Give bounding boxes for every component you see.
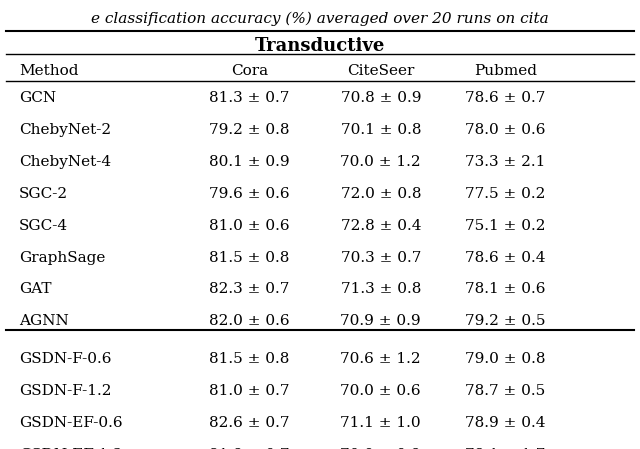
Text: ChebyNet-4: ChebyNet-4: [19, 155, 111, 169]
Text: 78.6 ± 0.4: 78.6 ± 0.4: [465, 251, 546, 264]
Text: 81.9 ± 0.7: 81.9 ± 0.7: [209, 448, 290, 449]
Text: GSDN-EF-0.6: GSDN-EF-0.6: [19, 416, 123, 430]
Text: 81.5 ± 0.8: 81.5 ± 0.8: [209, 251, 290, 264]
Text: GCN: GCN: [19, 91, 56, 105]
Text: 78.1 ± 1.7: 78.1 ± 1.7: [465, 448, 546, 449]
Text: 72.8 ± 0.4: 72.8 ± 0.4: [340, 219, 421, 233]
Text: 71.1 ± 1.0: 71.1 ± 1.0: [340, 416, 421, 430]
Text: 79.6 ± 0.6: 79.6 ± 0.6: [209, 187, 290, 201]
Text: 70.6 ± 1.2: 70.6 ± 1.2: [340, 352, 421, 366]
Text: 79.0 ± 0.8: 79.0 ± 0.8: [465, 352, 546, 366]
Text: 78.1 ± 0.6: 78.1 ± 0.6: [465, 282, 546, 296]
Text: 70.1 ± 0.8: 70.1 ± 0.8: [340, 123, 421, 137]
Text: 80.1 ± 0.9: 80.1 ± 0.9: [209, 155, 290, 169]
Text: 82.3 ± 0.7: 82.3 ± 0.7: [209, 282, 290, 296]
Text: 82.6 ± 0.7: 82.6 ± 0.7: [209, 416, 290, 430]
Text: GAT: GAT: [19, 282, 52, 296]
Text: CiteSeer: CiteSeer: [347, 64, 415, 78]
Text: 78.0 ± 0.6: 78.0 ± 0.6: [465, 123, 546, 137]
Text: ChebyNet-2: ChebyNet-2: [19, 123, 111, 137]
Text: 70.8 ± 0.9: 70.8 ± 0.9: [340, 91, 421, 105]
Text: 81.5 ± 0.8: 81.5 ± 0.8: [209, 352, 290, 366]
Text: 78.6 ± 0.7: 78.6 ± 0.7: [465, 91, 546, 105]
Text: 82.0 ± 0.6: 82.0 ± 0.6: [209, 314, 290, 328]
Text: 70.0 ± 0.9: 70.0 ± 0.9: [340, 448, 421, 449]
Text: 73.3 ± 2.1: 73.3 ± 2.1: [465, 155, 546, 169]
Text: 72.0 ± 0.8: 72.0 ± 0.8: [340, 187, 421, 201]
Text: GSDN-F-1.2: GSDN-F-1.2: [19, 384, 112, 398]
Text: 70.9 ± 0.9: 70.9 ± 0.9: [340, 314, 421, 328]
Text: 81.3 ± 0.7: 81.3 ± 0.7: [209, 91, 290, 105]
Text: 78.7 ± 0.5: 78.7 ± 0.5: [465, 384, 546, 398]
Text: Method: Method: [19, 64, 79, 78]
Text: SGC-4: SGC-4: [19, 219, 68, 233]
Text: 79.2 ± 0.8: 79.2 ± 0.8: [209, 123, 290, 137]
Text: SGC-2: SGC-2: [19, 187, 68, 201]
Text: GSDN-EF-1.2: GSDN-EF-1.2: [19, 448, 123, 449]
Text: 81.0 ± 0.6: 81.0 ± 0.6: [209, 219, 290, 233]
Text: Pubmed: Pubmed: [474, 64, 537, 78]
Text: 71.3 ± 0.8: 71.3 ± 0.8: [340, 282, 421, 296]
Text: 70.3 ± 0.7: 70.3 ± 0.7: [340, 251, 421, 264]
Text: AGNN: AGNN: [19, 314, 69, 328]
Text: e classification accuracy (%) averaged over 20 runs on cita: e classification accuracy (%) averaged o…: [91, 11, 549, 26]
Text: GraphSage: GraphSage: [19, 251, 106, 264]
Text: GSDN-F-0.6: GSDN-F-0.6: [19, 352, 112, 366]
Text: 81.0 ± 0.7: 81.0 ± 0.7: [209, 384, 290, 398]
Text: Transductive: Transductive: [255, 37, 385, 55]
Text: 77.5 ± 0.2: 77.5 ± 0.2: [465, 187, 546, 201]
Text: 79.2 ± 0.5: 79.2 ± 0.5: [465, 314, 546, 328]
Text: 70.0 ± 0.6: 70.0 ± 0.6: [340, 384, 421, 398]
Text: Cora: Cora: [231, 64, 268, 78]
Text: 70.0 ± 1.2: 70.0 ± 1.2: [340, 155, 421, 169]
Text: 75.1 ± 0.2: 75.1 ± 0.2: [465, 219, 546, 233]
Text: 78.9 ± 0.4: 78.9 ± 0.4: [465, 416, 546, 430]
